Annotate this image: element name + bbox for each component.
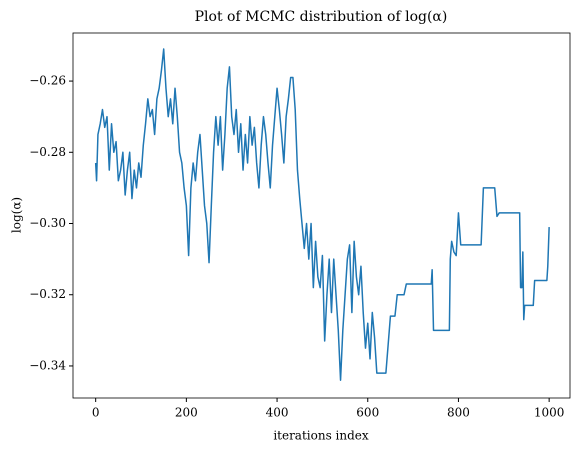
plot-frame bbox=[72, 32, 571, 399]
y-tick-label: −0.30 bbox=[29, 216, 66, 230]
x-tick-label: 600 bbox=[356, 406, 379, 420]
x-tick-label: 200 bbox=[175, 406, 198, 420]
x-axis-label: iterations index bbox=[273, 429, 369, 443]
chart-title: Plot of MCMC distribution of log(α) bbox=[195, 9, 448, 25]
y-tick-label: −0.34 bbox=[29, 358, 66, 372]
x-tick-label: 800 bbox=[447, 406, 470, 420]
x-tick-label: 1000 bbox=[534, 406, 565, 420]
y-tick-label: −0.26 bbox=[29, 74, 66, 88]
y-axis-label: log(α) bbox=[10, 197, 24, 233]
x-tick-label: 0 bbox=[92, 406, 100, 420]
y-tick-label: −0.32 bbox=[29, 287, 66, 301]
data-line bbox=[94, 48, 550, 381]
y-tick-label: −0.28 bbox=[29, 145, 66, 159]
x-tick-label: 400 bbox=[266, 406, 289, 420]
